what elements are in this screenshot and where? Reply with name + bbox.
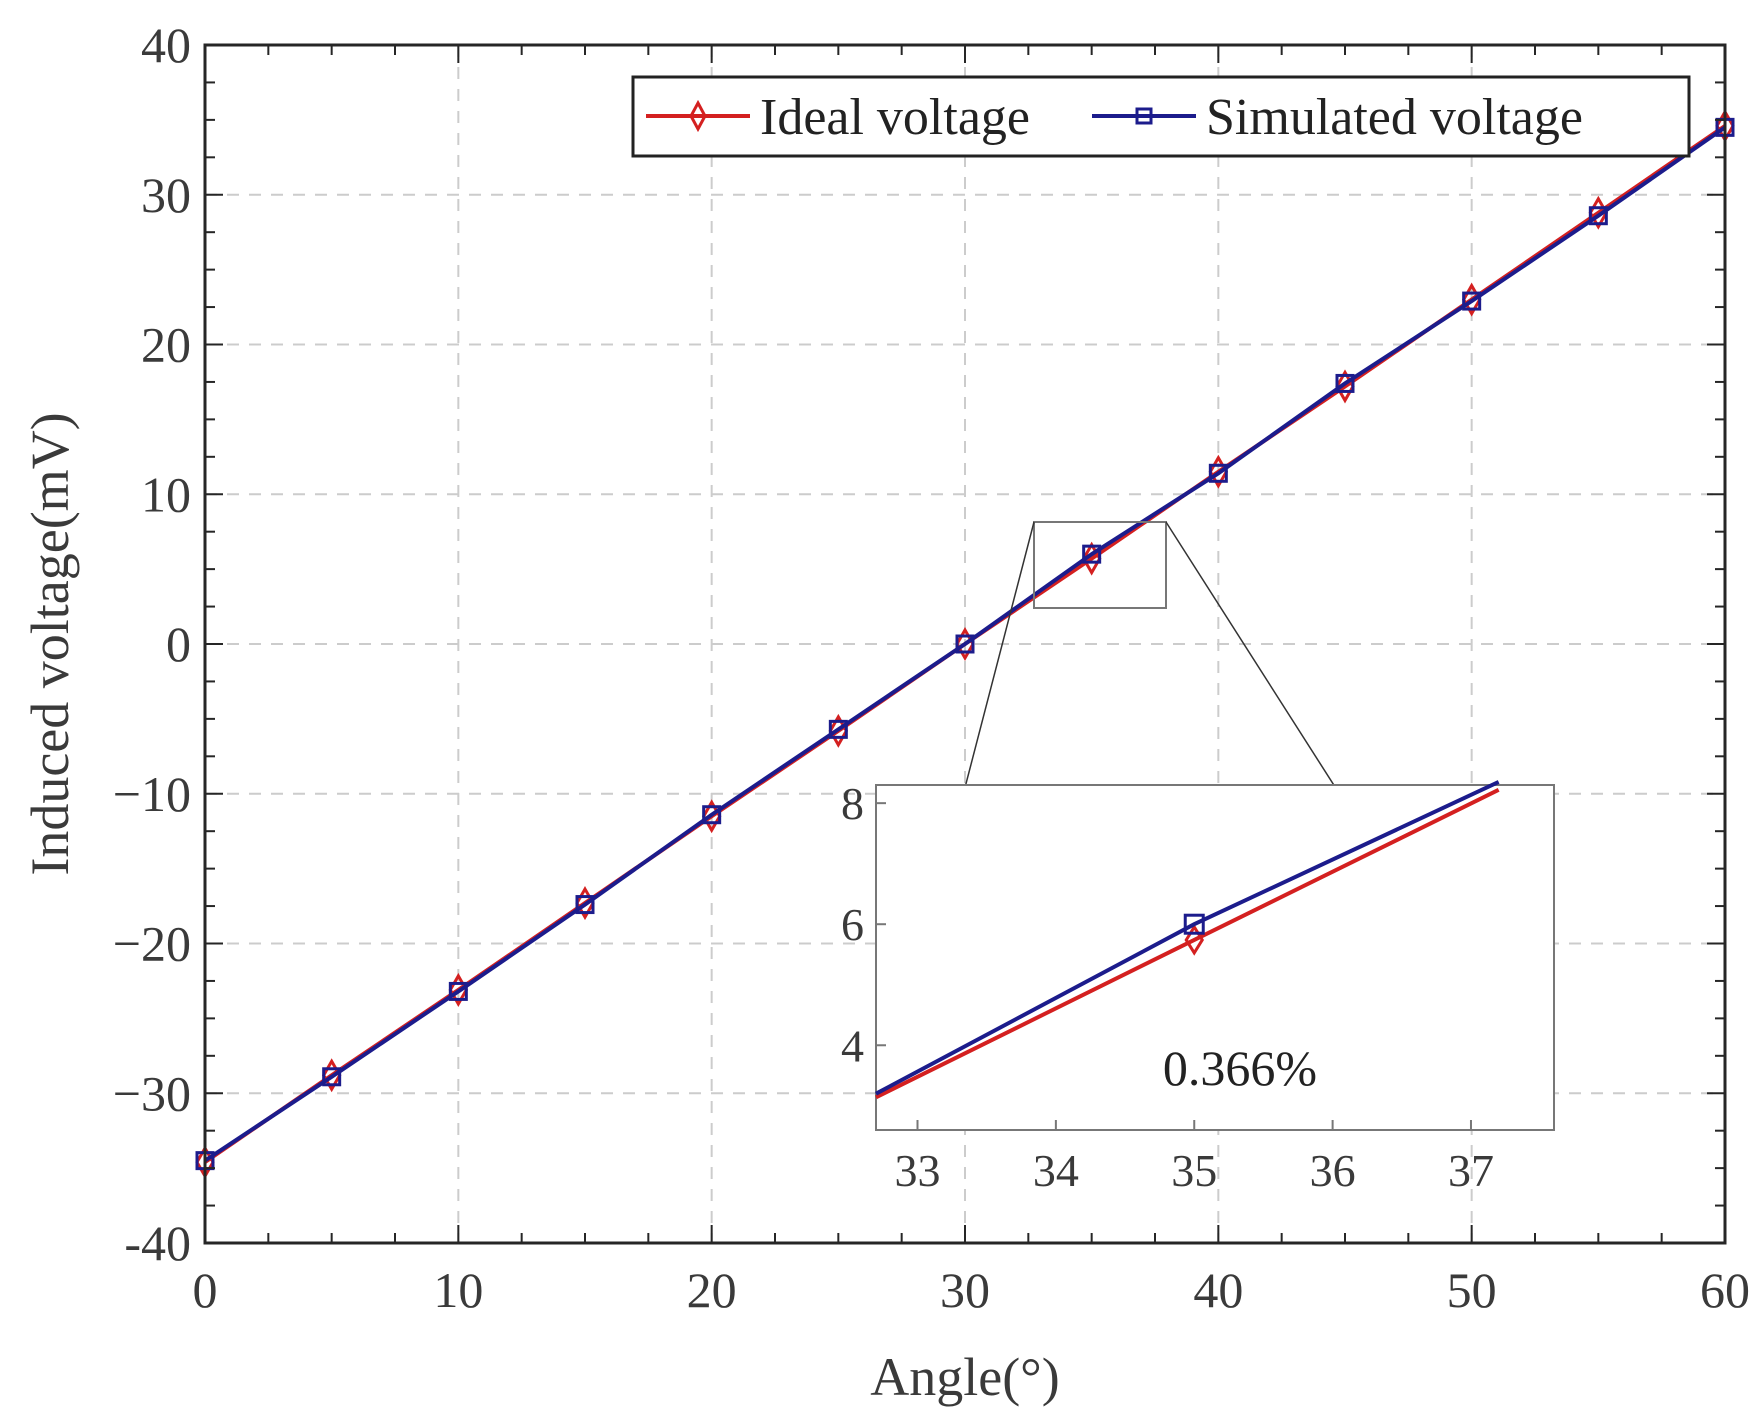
inset-tick-labels: 33 34 35 36 37 4 6 8 [841,778,1494,1196]
legend-marker-simulated [1135,107,1153,125]
inset-x-tick-label: 35 [1171,1145,1217,1196]
x-tick-label: 50 [1447,1262,1497,1318]
y-tick-label: −10 [113,766,191,822]
plot-frame [203,43,1727,1245]
inset-plot-area [875,784,1555,1131]
zoom-inset: 33 34 35 36 37 4 6 8 0.366% [841,778,1555,1196]
inset-y-tick-label: 8 [841,778,864,829]
x-tick-label: 30 [940,1262,990,1318]
y-tick-label: −20 [113,916,191,972]
series-layer [195,108,1735,1180]
y-tick-label: 40 [141,17,191,73]
series-line-simulated [203,125,1727,1163]
y-tick-label: 20 [141,317,191,373]
y-tick-label: −30 [113,1065,191,1121]
data-point-simulated [955,634,975,654]
data-point-ideal [1461,282,1482,317]
y-axis-label: Induced voltage(mV) [20,412,80,875]
data-point-simulated [322,1067,342,1087]
data-point-simulated [828,719,848,739]
x-tick-label: 0 [193,1262,218,1318]
legend: Ideal voltage Simulated voltage [631,75,1691,158]
axis-ticks [204,44,1726,1244]
inset-y-tick-label: 6 [841,899,864,950]
inset-data-point-ideal [1184,924,1205,956]
data-point-simulated [1462,291,1482,311]
data-point-ideal [321,1058,342,1093]
x-tick-label: 10 [433,1262,483,1318]
inset-x-tick-label: 36 [1310,1145,1356,1196]
data-point-simulated [1208,463,1228,483]
x-axis-label: Angle(°) [870,1347,1060,1407]
inset-x-tick-label: 34 [1033,1145,1079,1196]
inset-series-line-ideal [875,788,1500,1100]
zoom-region-box [1033,521,1167,609]
inset-series-line-simulated [875,780,1500,1096]
inset-series-layer [875,780,1500,1100]
y-tick-label: 10 [141,466,191,522]
x-tick-label: 60 [1700,1262,1750,1318]
x-tick-label: 20 [687,1262,737,1318]
inset-data-point-simulated [1183,913,1205,935]
tick-labels: 0 10 20 30 40 50 60 -40 −30 −20 −10 0 10 20 30 40 [113,17,1750,1318]
inset-x-tick-label: 37 [1448,1145,1494,1196]
legend-marker-ideal [689,99,707,133]
y-tick-label: 0 [166,616,191,672]
main-plot: 0 10 20 30 40 50 60 -40 −30 −20 −10 0 10 20 30 40 Angle… [20,17,1750,1407]
data-point-simulated [1082,544,1102,564]
data-point-ideal [1081,541,1102,576]
data-point-simulated [448,981,468,1001]
data-point-simulated [702,805,722,825]
data-point-simulated [1588,206,1608,226]
inset-annotation: 0.366% [1163,1040,1317,1096]
x-tick-label: 40 [1193,1262,1243,1318]
legend-label-ideal: Ideal voltage [760,89,1030,146]
data-point-ideal [448,972,469,1007]
inset-x-tick-label: 33 [895,1145,941,1196]
inset-axis-ticks [876,802,1472,1130]
data-point-simulated [575,895,595,915]
inset-y-tick-label: 4 [841,1020,864,1071]
data-point-simulated [1335,373,1355,393]
legend-label-simulated: Simulated voltage [1206,89,1583,146]
y-tick-label: 30 [141,167,191,223]
y-tick-label: -40 [124,1215,191,1271]
